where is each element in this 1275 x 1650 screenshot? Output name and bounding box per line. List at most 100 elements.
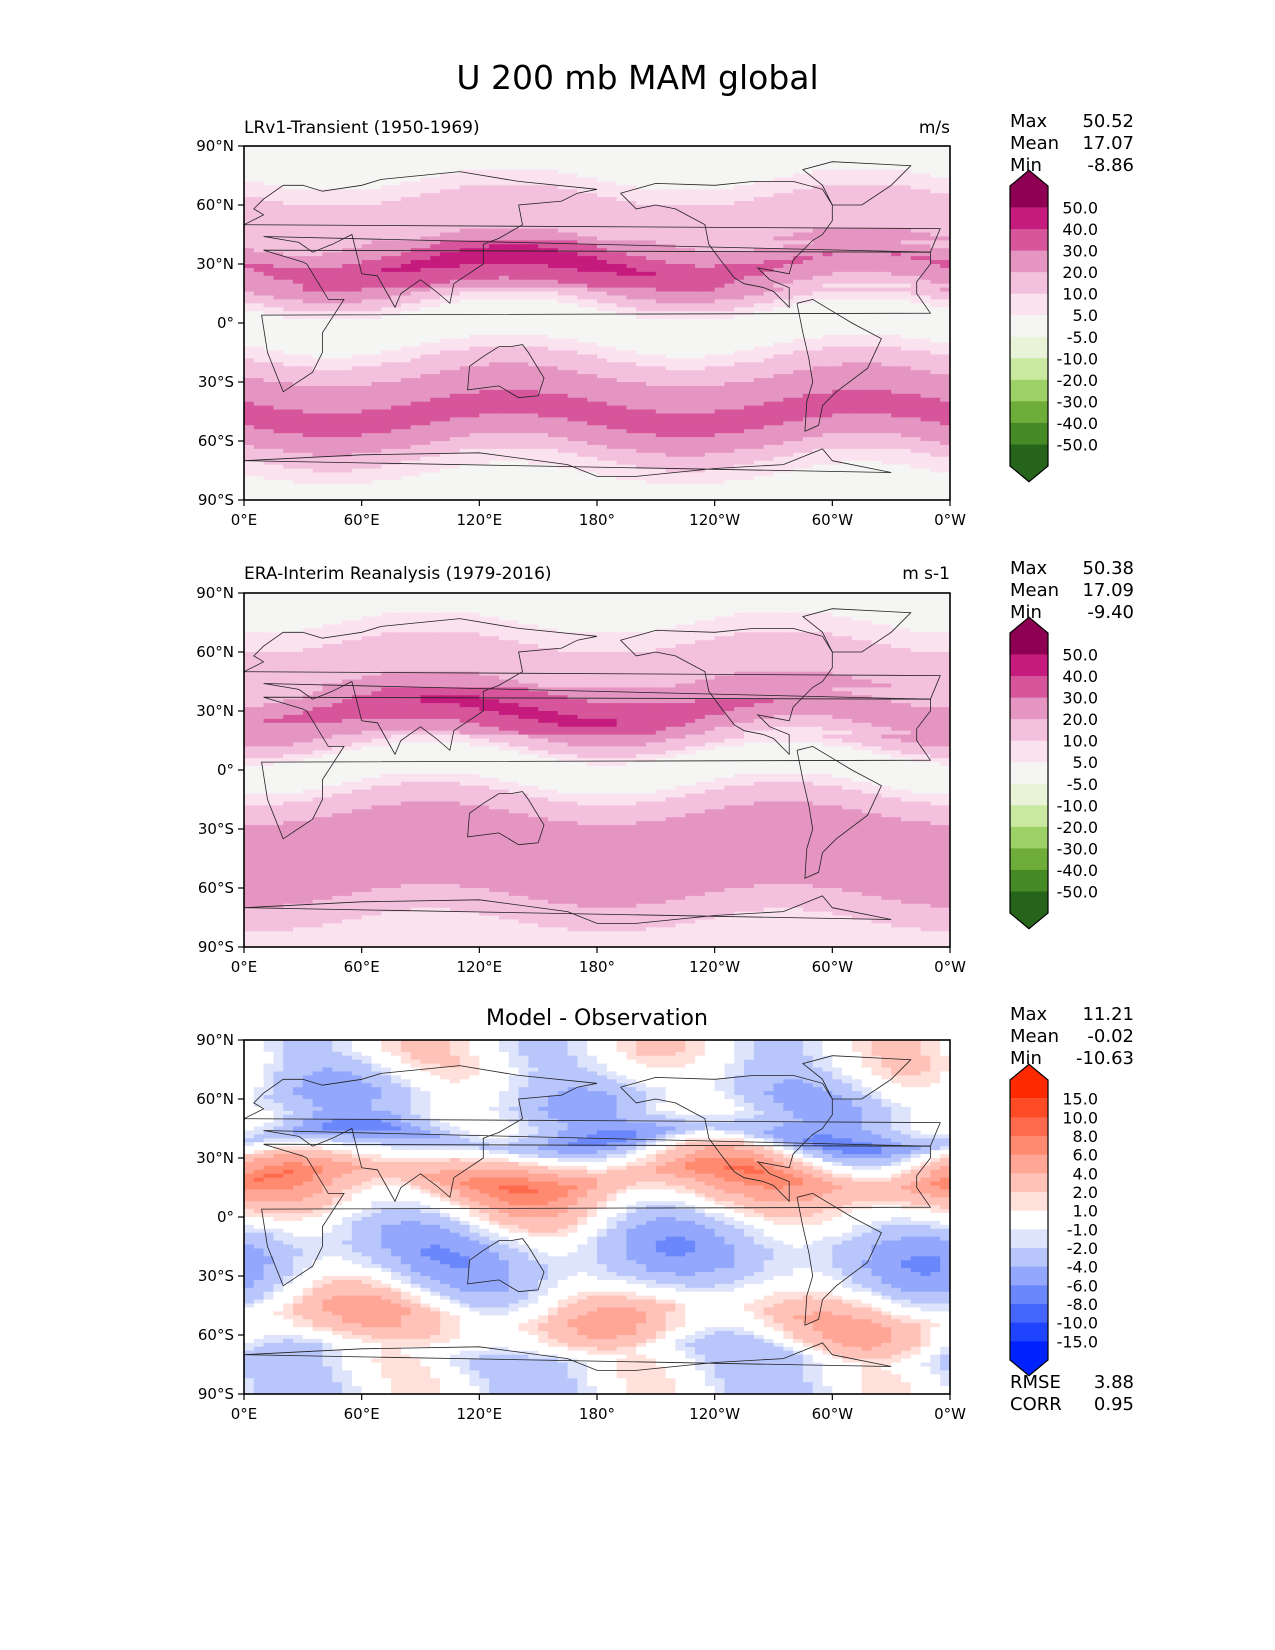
field-cell: [832, 275, 843, 281]
field-cell: [832, 326, 843, 332]
field-cell: [646, 181, 657, 186]
field-cell: [881, 413, 892, 418]
field-cell: [381, 311, 392, 316]
field-cell: [587, 401, 598, 407]
field-cell: [606, 149, 618, 155]
field-cell: [646, 291, 657, 297]
field-cell: [655, 256, 667, 261]
field-cell: [381, 299, 392, 304]
field-cell: [587, 362, 598, 367]
field-cell: [538, 236, 549, 241]
field-cell: [636, 169, 647, 175]
field-cell: [763, 224, 775, 230]
field-cell: [783, 189, 794, 194]
field-cell: [920, 299, 931, 304]
field-cell: [420, 393, 431, 399]
field-cell: [283, 197, 294, 202]
field-cell: [842, 378, 853, 383]
figure-title: U 200 mb MAM global: [456, 58, 819, 97]
field-cell: [753, 236, 765, 241]
field-cell: [371, 279, 382, 285]
field-cell: [871, 291, 882, 297]
field-cell: [518, 405, 529, 411]
field-cell: [930, 311, 941, 316]
field-cell: [430, 157, 441, 163]
field-cell: [449, 279, 461, 285]
field-cell: [400, 165, 412, 171]
field-cell: [430, 303, 441, 308]
field-cell: [724, 208, 735, 214]
field-cell: [695, 389, 706, 395]
field-cell: [685, 146, 696, 151]
field-cell: [381, 208, 392, 214]
field-cell: [891, 208, 902, 214]
field-cell: [734, 397, 745, 403]
field-cell: [597, 311, 608, 316]
field-cell: [655, 283, 667, 289]
field-cell: [646, 264, 657, 269]
field-cell: [685, 378, 696, 383]
field-cell: [655, 342, 667, 348]
field-cell: [381, 323, 392, 328]
field-cell: [753, 189, 765, 194]
field-cell: [832, 236, 843, 241]
field-cell: [459, 193, 471, 198]
field-cell: [646, 252, 657, 257]
field-cell: [459, 315, 471, 320]
field-cell: [802, 252, 814, 257]
field-cell: [302, 299, 314, 304]
field-cell: [763, 149, 775, 155]
field-cell: [361, 267, 373, 273]
field-cell: [753, 283, 765, 289]
field-cell: [381, 267, 392, 273]
field-cell: [557, 197, 569, 202]
field-cell: [636, 220, 647, 226]
field-cell: [763, 374, 775, 379]
field-cell: [763, 220, 775, 226]
field-cell: [871, 181, 882, 186]
field-cell: [871, 189, 882, 194]
field-cell: [822, 228, 833, 234]
field-cell: [420, 267, 431, 273]
field-cell: [597, 326, 608, 332]
field-cell: [528, 169, 539, 175]
field-cell: [557, 409, 569, 415]
field-cell: [371, 181, 382, 186]
field-cell: [900, 228, 912, 234]
field-cell: [498, 393, 510, 399]
field-cell: [449, 291, 461, 297]
field-cell: [459, 208, 471, 214]
field-cell: [293, 401, 304, 407]
field-cell: [597, 358, 608, 363]
field-cell: [734, 232, 745, 238]
field-cell: [302, 393, 314, 399]
field-cell: [861, 228, 873, 234]
field-cell: [753, 256, 765, 261]
field-cell: [361, 295, 373, 300]
field-cell: [891, 275, 902, 281]
field-cell: [597, 385, 608, 391]
field-cell: [479, 197, 490, 202]
field-cell: [783, 161, 794, 167]
field-cell: [930, 185, 941, 190]
field-cell: [646, 169, 657, 175]
field-cell: [253, 165, 265, 171]
field-cell: [567, 311, 578, 316]
field-cell: [675, 161, 686, 167]
field-cell: [910, 197, 922, 202]
field-cell: [773, 193, 784, 198]
field-cell: [626, 330, 637, 336]
field-cell: [332, 153, 343, 159]
field-cell: [587, 236, 598, 241]
field-cell: [381, 346, 392, 352]
field-cell: [371, 307, 382, 312]
field-cell: [636, 378, 647, 383]
field-cell: [842, 275, 853, 281]
field-cell: [871, 157, 882, 163]
field-cell: [253, 216, 265, 222]
field-cell: [822, 264, 833, 269]
field-cell: [400, 240, 412, 245]
field-cell: [518, 220, 529, 226]
field-cell: [636, 197, 647, 202]
field-cell: [753, 326, 765, 332]
